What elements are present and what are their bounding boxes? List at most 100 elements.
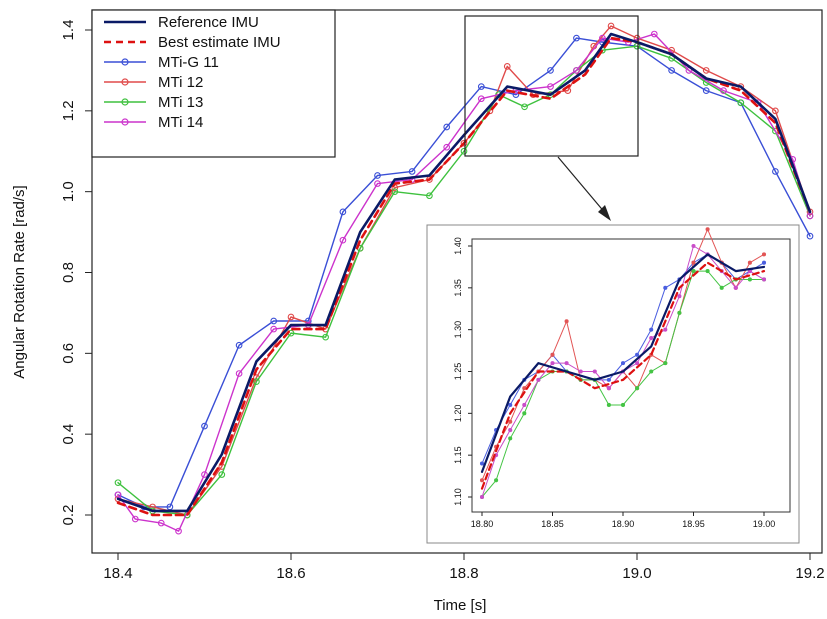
- inset-x-tick-label: 19.00: [753, 519, 776, 529]
- inset-series-point-5: [677, 294, 682, 299]
- main-x-tick-label: 18.8: [449, 565, 478, 582]
- main-y-tick-label: 1.4: [60, 20, 77, 41]
- inset-series-point-4: [719, 285, 724, 290]
- main-series-point-5: [175, 527, 182, 535]
- y-axis-label: Angular Rotation Rate [rad/s]: [11, 185, 28, 378]
- legend-label-5: MTi 14: [158, 114, 203, 131]
- legend-marker-4: [121, 98, 129, 106]
- inset-series-point-2: [649, 327, 654, 332]
- inset-series-point-2: [620, 361, 626, 366]
- main-series-point-2: [668, 67, 675, 74]
- legend-box: [91, 9, 336, 158]
- inset-series-point-3: [522, 386, 527, 391]
- main-series-point-5: [443, 143, 451, 151]
- inset-series-point-2: [761, 260, 767, 265]
- x-axis-label: Time [s]: [434, 597, 487, 614]
- inset-x-tick-label: 18.85: [541, 519, 564, 529]
- main-series-point-4: [391, 188, 399, 196]
- main-series-point-4: [253, 378, 260, 385]
- legend-label-1: Best estimate IMU: [158, 34, 281, 51]
- main-series-point-5: [720, 87, 727, 94]
- inset-series-point-3: [508, 419, 513, 424]
- legend-label-0: Reference IMU: [158, 14, 259, 31]
- main-series-point-5: [157, 519, 165, 527]
- main-series-point-3: [503, 63, 511, 70]
- inset-series-point-3: [550, 352, 555, 357]
- main-series-point-5: [131, 515, 139, 523]
- main-series-point-4: [737, 99, 745, 107]
- inset-series-point-5: [592, 369, 597, 374]
- main-series-point-3: [607, 22, 615, 30]
- inset-series-point-2: [508, 402, 513, 408]
- legend-label-2: MTi-G 11: [158, 54, 219, 71]
- inset-series-point-5: [663, 327, 668, 332]
- inset-series-point-5: [649, 335, 654, 341]
- zoom-arrow-line: [557, 156, 607, 215]
- main-x-tick-label: 19.0: [622, 565, 651, 582]
- inset-y-tick-label: 1.25: [453, 363, 463, 381]
- inset-y-tick-label: 1.15: [453, 446, 463, 464]
- inset-series-point-4: [606, 402, 611, 408]
- inset-series-point-3: [747, 260, 752, 265]
- inset-series-point-5: [691, 243, 696, 249]
- main-series-point-2: [374, 172, 381, 179]
- main-y-tick-label: 1.0: [60, 181, 77, 202]
- main-series-point-3: [772, 107, 779, 115]
- main-series-point-5: [573, 67, 580, 74]
- inset-series-point-4: [522, 411, 527, 416]
- legend-marker-5: [121, 118, 129, 126]
- inset-series-point-3: [564, 319, 569, 324]
- main-series-point-5: [547, 83, 554, 90]
- inset-series-point-5: [733, 285, 738, 290]
- legend: Reference IMU Best estimate IMU MTi-G 11 MT…: [91, 9, 336, 158]
- inset-series-point-4: [677, 310, 682, 315]
- main-y-tick-label: 0.8: [60, 262, 77, 283]
- inset-y-tick-label: 1.40: [453, 237, 463, 255]
- inset-series-point-3: [761, 252, 767, 257]
- main-series-point-5: [650, 30, 658, 38]
- main-series-point-3: [287, 313, 295, 321]
- main-series-line-0: [116, 32, 812, 513]
- inset-series-line-0: [480, 253, 766, 473]
- main-series-point-5: [270, 325, 278, 333]
- main-series-point-4: [322, 333, 329, 341]
- main-series-point-2: [201, 422, 208, 430]
- inset-x-tick-label: 18.95: [682, 519, 705, 529]
- inset-series-point-3: [705, 227, 710, 232]
- zoom-region-box: [464, 15, 639, 157]
- inset-series-point-5: [522, 402, 527, 408]
- main-series-point-5: [201, 471, 208, 478]
- main-x-tick-label: 19.2: [795, 565, 824, 582]
- inset-series-point-5: [536, 377, 541, 382]
- inset-x-tick-label: 18.90: [612, 519, 635, 529]
- inset-y-tick-label: 1.10: [453, 488, 463, 506]
- main-series-point-5: [374, 180, 381, 187]
- legend-marker-3: [121, 78, 129, 86]
- main-series-point-4: [521, 103, 528, 111]
- main-series-point-2: [339, 208, 347, 216]
- inset-series-point-4: [649, 369, 654, 374]
- inset-series-point-2: [606, 377, 611, 382]
- main-x-tick-label: 18.6: [276, 565, 305, 582]
- main-series-point-2: [547, 67, 554, 74]
- main-series-point-2: [443, 123, 451, 131]
- main-series-point-2: [270, 317, 278, 325]
- main-y-tick-label: 1.2: [60, 100, 77, 121]
- inset-series-point-4: [747, 277, 752, 282]
- main-series-point-4: [460, 147, 468, 155]
- main-series-point-2: [702, 87, 710, 94]
- inset-series-point-5: [508, 428, 513, 433]
- main-series-line-2: [117, 37, 811, 508]
- main-series-point-4: [218, 471, 226, 478]
- inset-series-point-4: [705, 269, 710, 274]
- main-series-point-2: [477, 83, 485, 90]
- inset-series-line-1: [480, 261, 766, 490]
- inset-series-point-2: [479, 461, 485, 466]
- inset-series-point-3: [479, 478, 485, 483]
- inset-series-point-5: [564, 361, 569, 366]
- inset-y-tick-label: 1.35: [453, 279, 463, 297]
- main-series-point-3: [460, 139, 468, 147]
- main-series-point-5: [235, 370, 243, 377]
- inset-series-point-4: [620, 402, 626, 408]
